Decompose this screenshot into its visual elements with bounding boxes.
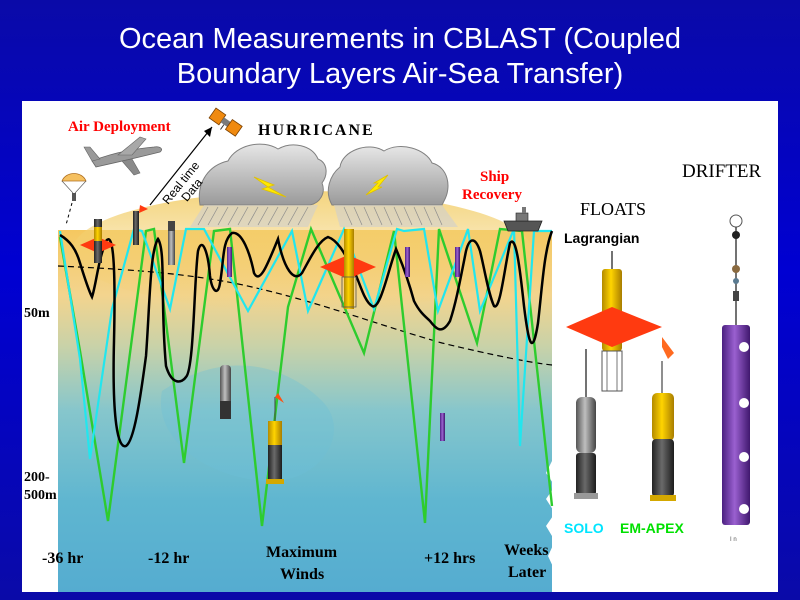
time-label-minus36: -36 hr [42, 550, 83, 567]
ship-recovery-line2: Recovery [462, 187, 522, 203]
time-label-plus12: +12 hrs [424, 550, 475, 567]
title-line-2: Boundary Layers Air-Sea Transfer) [176, 58, 624, 90]
depth-label-deep-line2: 500m [24, 488, 57, 503]
realtime-data-arrow [149, 126, 213, 206]
ocean-edge [546, 230, 558, 592]
lagrangian-label: Lagrangian [564, 230, 639, 246]
em-apex-label: EM-APEX [620, 520, 684, 536]
lagrangian-float [566, 251, 662, 392]
depth-label-50m: 50m [24, 306, 50, 321]
drop-dash [65, 202, 73, 226]
deployed-drifter-2 [405, 247, 410, 277]
deployed-float-1 [80, 219, 116, 263]
realtime-arrow-head-icon [204, 127, 212, 137]
time-label-max-winds-line2: Winds [280, 566, 324, 583]
lightning-bolt-left-icon [253, 176, 287, 198]
diagram-panel: Air Deployment HURRICANE Real time Data … [22, 101, 778, 592]
green-float-trace [58, 225, 554, 527]
drifter-heading: DRIFTER [682, 161, 762, 182]
title-line-1: Ocean Measurements in CBLAST (Coupled [118, 23, 682, 55]
rain-streaks [197, 206, 443, 226]
solo-float [574, 349, 598, 499]
cyan-float-trace [58, 226, 552, 460]
time-label-minus12: -12 hr [148, 550, 189, 567]
slide-title: Ocean Measurements in CBLAST (Coupled Bo… [0, 22, 800, 92]
floats-heading: FLOATS [580, 199, 646, 219]
deployed-drifter-1 [227, 247, 232, 277]
lagrangian-float-in-water [320, 229, 376, 309]
black-float-trace [59, 230, 554, 448]
hurricane-cloud-left [198, 143, 327, 206]
air-deployment-label: Air Deployment [68, 119, 171, 135]
em-apex-float [650, 337, 676, 501]
solo-float-in-water [220, 365, 231, 419]
ship-recovery-line1: Ship [480, 169, 509, 185]
ship-icon [503, 207, 543, 232]
hurricane-cloud-right [327, 146, 449, 206]
lightning-bolt-right-icon [365, 174, 389, 196]
em-apex-float-in-water [266, 393, 284, 484]
measurement-diagram: Air Deployment HURRICANE Real time Data … [24, 107, 762, 592]
deployed-float-2 [133, 205, 148, 245]
satellite-icon [208, 107, 243, 137]
deployed-drifter-4 [440, 413, 445, 441]
drifter-tag: I n [730, 537, 737, 543]
hurricane-label: HURRICANE [258, 122, 375, 139]
time-label-max-winds-line1: Maximum [266, 544, 338, 561]
parachute-icon [61, 173, 87, 201]
aircraft-icon [83, 136, 162, 176]
deployed-drifter-3 [455, 247, 460, 277]
drifter-string [722, 214, 750, 525]
time-label-weeks-line1: Weeks [504, 542, 548, 559]
rain-right [334, 205, 458, 227]
cool-wake-shading [160, 365, 334, 481]
deployed-float-3 [168, 221, 175, 265]
solo-label: SOLO [564, 520, 604, 536]
depth-label-deep-line1: 200- [24, 470, 50, 485]
time-label-weeks-line2: Later [508, 564, 546, 581]
